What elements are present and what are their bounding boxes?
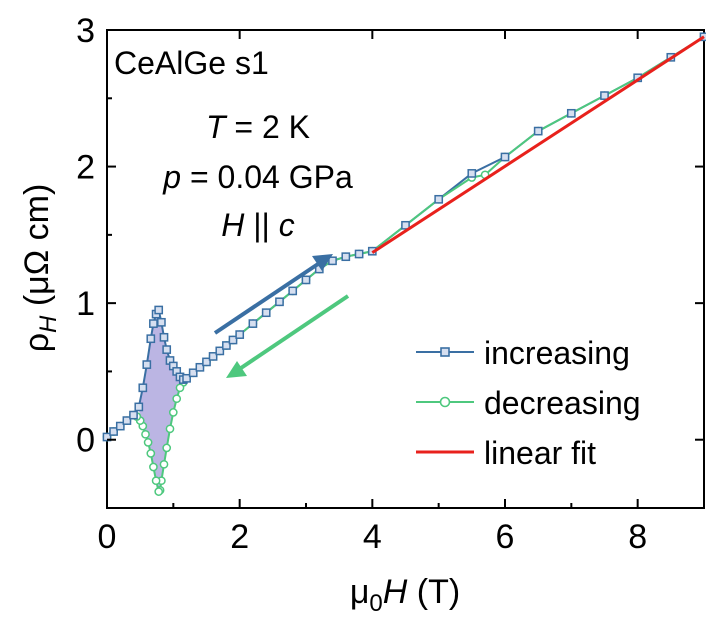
- y-tick-label: 0: [76, 422, 95, 460]
- increasing-point: [115, 421, 125, 431]
- legend-decreasing-marker: [439, 396, 451, 408]
- increasing-point: [533, 126, 543, 136]
- legend-linear-fit-label: linear fit: [484, 435, 596, 471]
- increasing-point: [188, 368, 198, 378]
- sample-label: CeAlGe s1: [114, 45, 269, 81]
- decreasing-point: [151, 476, 161, 486]
- increasing-point: [202, 357, 211, 367]
- increasing-point: [500, 152, 510, 162]
- decreasing-arrow: [239, 294, 350, 370]
- x-axis-label: μ0H (T): [350, 573, 460, 617]
- legend: increasing decreasing linear fit: [416, 335, 641, 471]
- legend-decreasing-label: decreasing: [484, 385, 641, 421]
- decreasing-point: [175, 383, 185, 393]
- increasing-point: [275, 297, 284, 307]
- increasing-point: [341, 252, 351, 262]
- increasing-point: [142, 360, 152, 369]
- x-tick-label: 2: [230, 518, 249, 556]
- series-lines: [106, 35, 705, 494]
- increasing-point: [600, 91, 609, 100]
- series-markers: [102, 32, 706, 496]
- increasing-point: [301, 275, 311, 285]
- decreasing-arrow-head: [226, 361, 247, 378]
- increasing-point: [162, 345, 172, 354]
- increasing-point: [129, 410, 138, 420]
- decreasing-point: [154, 487, 164, 496]
- decreasing-point: [146, 449, 156, 458]
- increasing-point: [154, 305, 164, 315]
- increasing-point: [146, 334, 156, 344]
- increasing-point: [109, 427, 118, 436]
- increasing-point: [134, 402, 144, 412]
- increasing-arrow: [213, 262, 320, 335]
- increasing-point: [467, 169, 477, 178]
- increasing-point: [261, 308, 271, 318]
- temperature-label: T = 2 K: [206, 109, 310, 145]
- increasing-point: [195, 362, 205, 372]
- decreasing-point: [149, 462, 158, 472]
- decreasing-point: [141, 429, 150, 439]
- increasing-point: [149, 319, 158, 328]
- pressure-label: p = 0.04 GPa: [162, 159, 353, 195]
- y-tick-label: 3: [76, 12, 95, 50]
- increasing-point: [354, 249, 364, 259]
- increasing-point: [208, 352, 218, 361]
- sweep-direction-arrows: [213, 254, 350, 378]
- increasing-point: [235, 330, 245, 339]
- decreasing-point: [165, 424, 175, 434]
- legend-increasing-marker: [440, 347, 450, 357]
- legend-increasing-label: increasing: [484, 335, 630, 371]
- x-tick-label: 0: [98, 518, 117, 556]
- y-tick-label: 1: [76, 285, 95, 323]
- increasing-point: [138, 383, 148, 393]
- linear-fit-line: [371, 35, 705, 254]
- increasing-point: [182, 373, 191, 383]
- increasing-point: [248, 319, 258, 328]
- increasing-point: [122, 416, 132, 425]
- plot-frame: [106, 29, 705, 509]
- field-direction-label: H || c: [221, 207, 295, 243]
- hysteresis-shaded-area: [138, 310, 187, 492]
- increasing-point: [159, 332, 169, 342]
- increasing-point: [222, 341, 231, 350]
- increasing-point: [288, 286, 298, 296]
- decreasing-point: [159, 459, 169, 469]
- increasing-point: [401, 220, 410, 230]
- increasing-arrow-head: [312, 254, 333, 271]
- decreasing-series-line: [106, 35, 705, 494]
- decreasing-point: [162, 443, 172, 453]
- decreasing-point: [172, 394, 182, 404]
- x-tick-label: 8: [628, 518, 647, 556]
- y-axis-label: ρH (μΩ cm): [18, 184, 62, 353]
- axis-ticks: 0 2 4 6 8 0 1 2 3: [76, 12, 704, 556]
- increasing-point: [215, 346, 225, 356]
- increasing-point: [566, 108, 576, 118]
- x-tick-label: 6: [496, 518, 515, 556]
- decreasing-point: [143, 438, 153, 447]
- increasing-point: [328, 256, 337, 266]
- increasing-point: [228, 335, 238, 345]
- increasing-point: [157, 317, 166, 327]
- y-tick-label: 2: [76, 149, 95, 187]
- x-tick-label: 4: [363, 518, 382, 556]
- decreasing-point: [168, 408, 178, 417]
- increasing-point: [434, 194, 444, 204]
